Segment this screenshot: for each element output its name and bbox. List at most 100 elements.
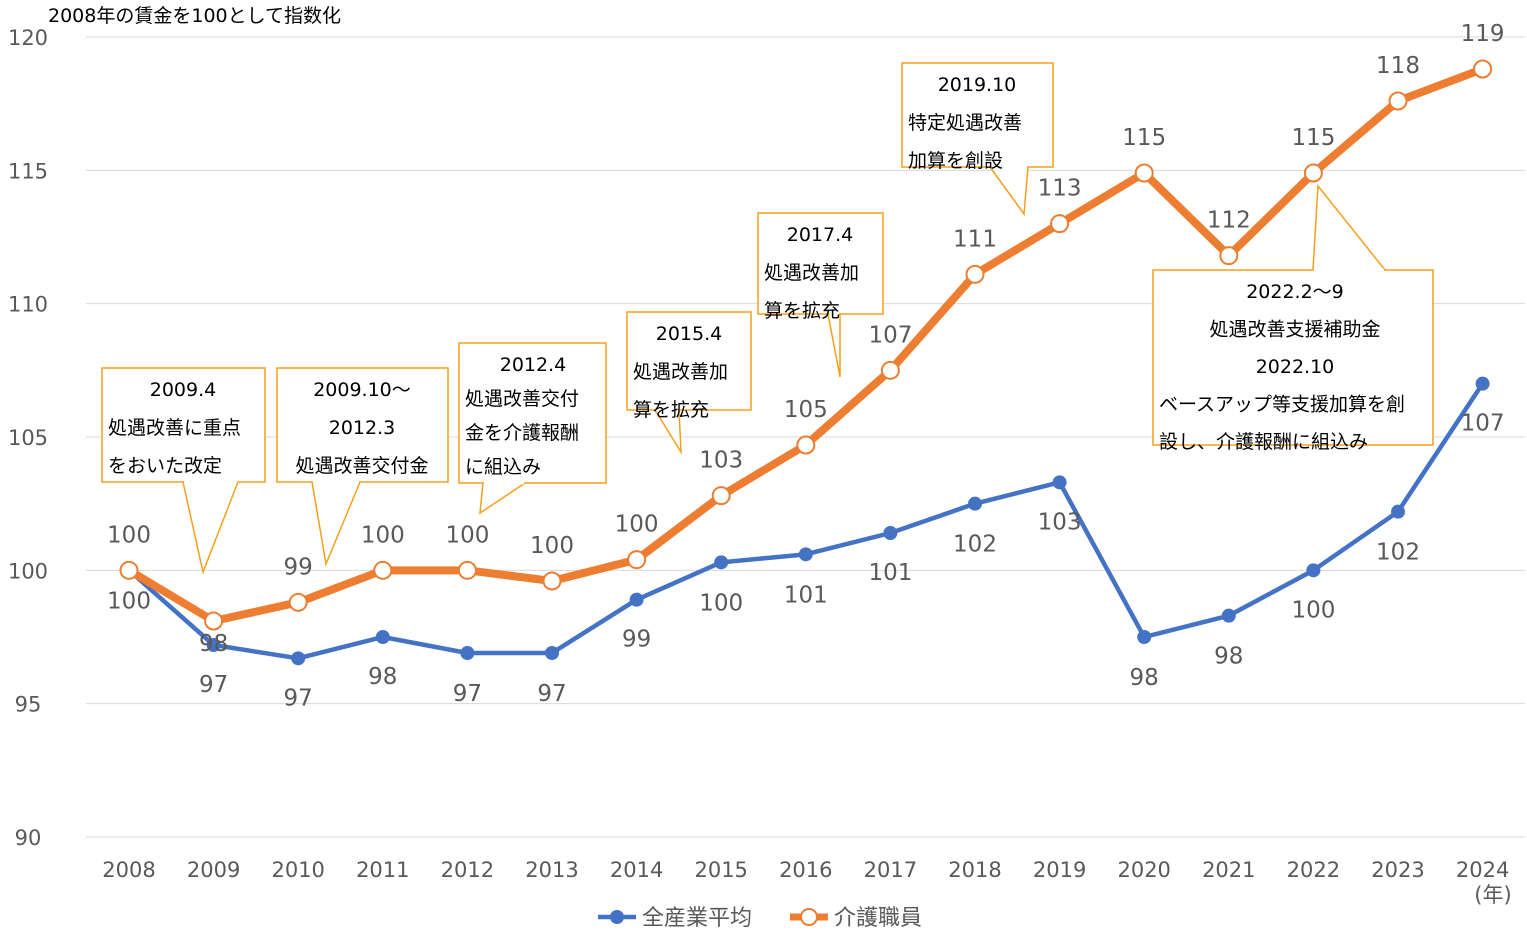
annotation-box (626, 311, 752, 411)
series-layer (119, 59, 1493, 666)
annotation-pointer (827, 313, 841, 378)
annotation-text: 金を介護報酬 (465, 422, 579, 444)
annotation-text: 処遇改善交付 (465, 388, 579, 410)
data-point (457, 560, 477, 580)
y-tick-label: 105 (8, 426, 48, 450)
data-point (375, 630, 390, 644)
data-point (1388, 91, 1408, 111)
annotation-text: 処遇改善加 (764, 262, 859, 284)
data-label: 118 (1376, 53, 1420, 79)
x-tick-label: 2022 (1287, 858, 1340, 882)
annotation-pointer (989, 166, 1029, 217)
x-axis-ticks: 2008 2009 2010 2011 2012 2013 2014 2015 2016 2017… (102, 858, 1509, 882)
annotation-pointer (654, 409, 682, 455)
annotation-text: 設し、介護報酬に組込み (1159, 431, 1368, 453)
data-label: 100 (699, 590, 743, 616)
data-point (883, 526, 898, 540)
annotation-text: 2022.2～9 (1246, 281, 1344, 303)
annotation-text: 処遇改善加 (633, 361, 728, 383)
annotation-box (458, 342, 607, 484)
data-point (460, 646, 475, 660)
data-point (542, 571, 562, 591)
data-point (1137, 630, 1152, 644)
annotation-pointer (479, 482, 526, 515)
data-point (204, 611, 224, 631)
data-point (880, 360, 900, 380)
data-label: 98 (199, 631, 228, 657)
annotation-text: 算を拡充 (633, 399, 709, 421)
data-label: 101 (868, 560, 912, 586)
data-label: 100 (107, 588, 151, 614)
data-label: 107 (868, 322, 912, 348)
x-tick-label: 2009 (187, 858, 240, 882)
data-point (711, 486, 731, 506)
annotation-box (901, 62, 1054, 168)
data-label: 100 (107, 522, 151, 548)
annotation-text: 算を拡充 (764, 300, 840, 322)
data-point (206, 638, 221, 652)
data-point (1391, 504, 1405, 519)
x-tick-label: 2020 (1117, 858, 1170, 882)
data-point (627, 550, 647, 570)
data-label: 115 (1291, 125, 1335, 151)
x-tick-label: 2016 (779, 858, 832, 882)
x-tick-label: 2015 (694, 858, 747, 882)
data-label: 113 (1038, 176, 1082, 202)
data-point (1221, 608, 1236, 623)
data-label: 102 (953, 532, 997, 558)
legend: 全産業平均 介護職員 (598, 906, 922, 931)
x-tick-label: 2018 (948, 858, 1001, 882)
y-axis-ticks: 90 95 100 105 110 115 120 (8, 26, 48, 850)
data-label: 111 (953, 226, 997, 252)
annotation-pointer (1312, 184, 1386, 271)
data-label: 103 (1038, 509, 1082, 535)
data-label: 100 (361, 522, 405, 548)
y-tick-label: 115 (8, 159, 48, 183)
x-tick-label: 2008 (102, 858, 155, 882)
data-point (1306, 563, 1321, 578)
data-point (965, 264, 985, 284)
data-label: 100 (1291, 597, 1335, 623)
legend-marker (800, 908, 818, 926)
y-tick-label: 95 (15, 693, 42, 717)
data-point (1219, 246, 1239, 266)
annotation-callout: 2009.10～ 2012.3 処遇改善交付金 (276, 367, 449, 567)
y-tick-label: 110 (8, 293, 48, 317)
data-label: 97 (453, 681, 482, 707)
data-label: 102 (1376, 540, 1420, 566)
data-point (629, 592, 644, 607)
data-point (968, 496, 982, 511)
annotation-text: 2009.4 (150, 379, 216, 401)
data-label: 103 (699, 448, 743, 474)
annotation-text: 2012.4 (500, 354, 566, 376)
data-label: 98 (1130, 665, 1159, 691)
annotation-pointer (311, 481, 361, 567)
annotation-text: に組込み (465, 456, 541, 478)
y-tick-label: 90 (15, 826, 42, 850)
data-label: 100 (445, 522, 489, 548)
annotation-text: 2012.3 (329, 417, 395, 439)
annotation-box (757, 212, 884, 315)
data-label: 101 (784, 582, 828, 608)
annotation-text: 2019.10 (938, 74, 1017, 96)
annotation-text: 加算を創設 (908, 150, 1003, 172)
data-label: 100 (530, 533, 574, 559)
annotation-text: 2022.10 (1256, 356, 1335, 378)
x-tick-label: 2021 (1202, 858, 1255, 882)
annotation-text: 2017.4 (787, 224, 853, 246)
data-label: 112 (1207, 208, 1251, 234)
annotation-text: 2015.4 (656, 323, 722, 345)
x-tick-label: 2013 (525, 858, 578, 882)
data-labels: 100 97 97 98 97 97 99 100 101 101 102 103 98 98 100 102… (107, 21, 1505, 711)
annotation-text: 2009.10～ (313, 379, 411, 401)
data-point (714, 555, 729, 570)
data-point (119, 560, 139, 580)
data-point (796, 435, 816, 455)
chart-title: 2008年の賃金を100として指数化 (48, 5, 341, 27)
data-label: 99 (622, 627, 651, 653)
